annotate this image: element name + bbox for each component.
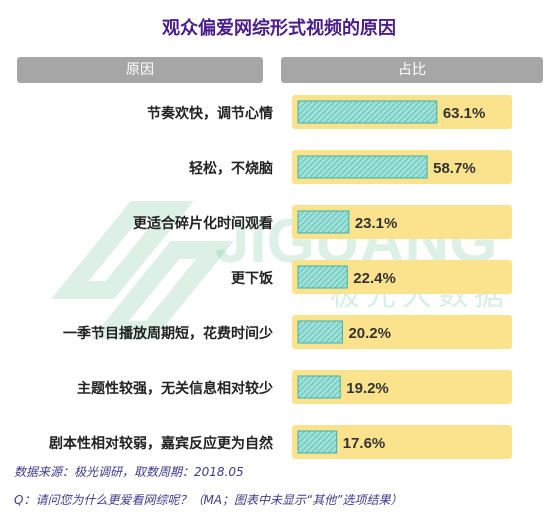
- bar: [297, 320, 343, 344]
- chart-title: 观众偏爱网综形式视频的原因: [162, 18, 396, 39]
- category-label: 更适合碎片化时间观看: [133, 215, 273, 232]
- row-background: [292, 425, 512, 459]
- column-header-reason: 原因: [17, 57, 263, 83]
- data-label: 17.6%: [343, 435, 386, 452]
- category-label: 一季节目播放周期短，花费时间少: [63, 325, 273, 342]
- row-background: [292, 370, 512, 404]
- row-background: [292, 315, 512, 349]
- category-label: 节奏欢快，调节心情: [147, 105, 273, 122]
- question-note: Q：请问您为什么更爱看网综呢？（MA；图表中未显示“其他”选项结果）: [14, 493, 403, 507]
- category-label: 轻松，不烧脑: [189, 160, 273, 177]
- bar: [297, 430, 338, 454]
- bar: [297, 210, 350, 234]
- bar: [297, 265, 348, 289]
- category-label: 更下饭: [231, 270, 274, 287]
- column-header-share: 占比: [281, 57, 543, 83]
- data-label: 58.7%: [433, 160, 476, 177]
- data-label: 63.1%: [443, 105, 486, 122]
- data-label: 20.2%: [348, 325, 391, 342]
- data-label: 22.4%: [353, 270, 396, 287]
- category-label: 剧本性相对较弱，嘉宾反应更为自然: [49, 435, 273, 452]
- data-source-note: 数据来源：极光调研，取数周期：2018.05: [14, 465, 244, 479]
- data-label: 19.2%: [346, 380, 389, 397]
- data-label: 23.1%: [355, 215, 398, 232]
- bar: [297, 375, 341, 399]
- bar: [297, 155, 428, 179]
- category-label: 主题性较强，无关信息相对较少: [77, 380, 273, 397]
- bar: [297, 100, 438, 124]
